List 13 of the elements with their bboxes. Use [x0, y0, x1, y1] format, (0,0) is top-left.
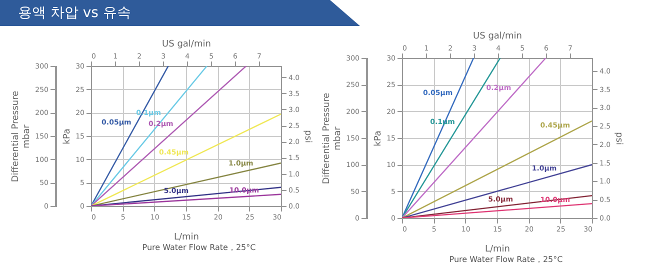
y-axis-title: kPa: [374, 130, 384, 146]
y3-axis-title: Differential Pressure mbar: [322, 92, 344, 184]
text: Pure Water Flow Rate，25°C: [448, 254, 564, 265]
text: Pure Water Flow Rate，25°C: [141, 242, 257, 253]
y2-axis-title: psi: [302, 130, 313, 143]
chart-title: 용액 차압 vs 유속: [0, 0, 360, 26]
y3-axis-title: Differential Pressure mbar: [11, 90, 32, 182]
x-axis-title: L/min: [484, 244, 510, 254]
x2-axis-title: US gal/min: [162, 40, 211, 50]
x-axis-title: L/min: [174, 232, 200, 242]
x2-axis-title: US gal/min: [473, 32, 522, 42]
y-axis-title: kPa: [62, 128, 73, 144]
y2-axis-title: psi: [614, 132, 624, 145]
